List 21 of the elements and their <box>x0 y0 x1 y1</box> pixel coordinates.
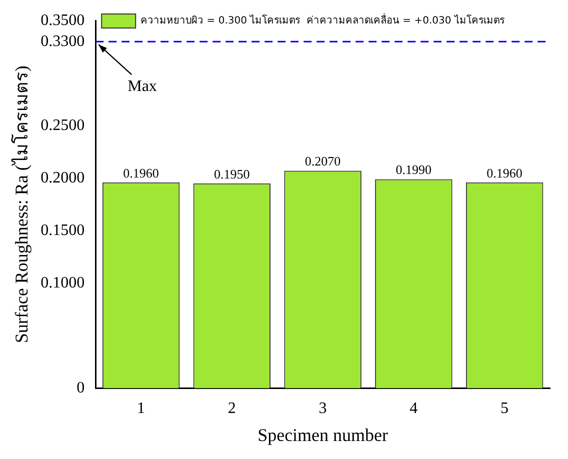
y-tick-label: 0.1000 <box>40 274 85 292</box>
x-tick-label: 4 <box>410 400 418 418</box>
data-label: 0.2070 <box>304 154 341 169</box>
data-label: 0.1960 <box>486 165 522 180</box>
y-axis-title: Surface Roughness: Ra (ไมโครเมตร) <box>10 66 32 344</box>
y-tick-label: 0.2500 <box>40 116 85 134</box>
x-tick-label: 1 <box>137 400 146 418</box>
x-tick-label: 2 <box>228 400 236 418</box>
legend-label: ความหยาบผิว = 0.300 ไมโครเมตร ค่าความคลาดเคลื่อน = +0.030 ไมโครเมตร <box>140 12 506 27</box>
x-tick-label: 5 <box>500 400 509 418</box>
y-tick-label: 0.2000 <box>40 169 85 186</box>
data-label: 0.1990 <box>396 162 432 178</box>
y-tick-label: 0.3500 <box>40 12 85 29</box>
ref-line-label: Max <box>128 78 157 95</box>
data-label: 0.1950 <box>214 166 250 182</box>
data-label: 0.1960 <box>123 165 159 180</box>
y-tick-label: 0.1500 <box>40 222 85 239</box>
y-tick-label: 0.3300 <box>40 32 85 50</box>
x-axis-title: Specimen number <box>258 424 388 445</box>
x-tick-label: 3 <box>318 400 327 418</box>
y-tick-label: 0 <box>76 379 85 396</box>
